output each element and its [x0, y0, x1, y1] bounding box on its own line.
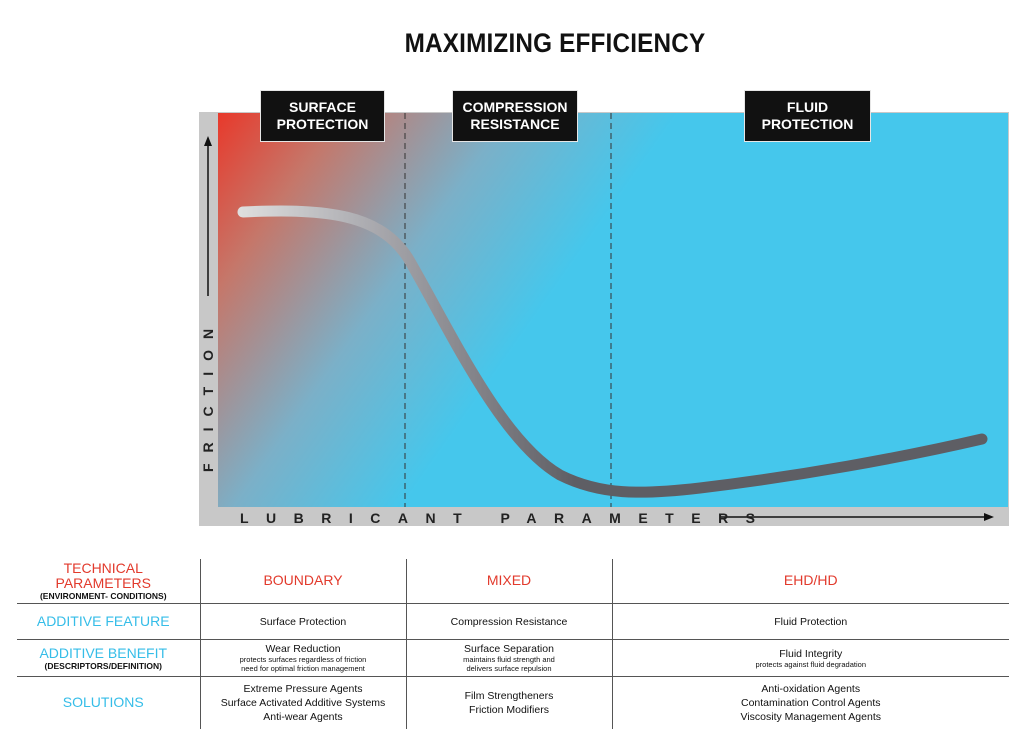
table-row-additive-benefit: ADDITIVE BENEFIT (DESCRIPTORS/DEFINITION…: [17, 639, 1009, 677]
x-axis-label: LUBRICANT PARAMETERS: [240, 510, 773, 526]
region-label-surface-protection: SURFACE PROTECTION: [260, 90, 385, 142]
row-head-solutions: SOLUTIONS: [17, 676, 200, 729]
row-head-additive-benefit: ADDITIVE BENEFIT (DESCRIPTORS/DEFINITION…: [17, 639, 200, 677]
table-cell: Anti-oxidation Agents Contamination Cont…: [611, 676, 1009, 729]
region-label-fluid-protection: FLUID PROTECTION: [744, 90, 871, 142]
table-row-technical-parameters: TECHNICAL PARAMETERS (ENVIRONMENT- CONDI…: [17, 559, 1009, 604]
table-cell: Fluid Protection: [611, 603, 1009, 640]
y-axis-arrowhead: [204, 136, 212, 146]
y-axis-label: FRICTION: [200, 317, 216, 473]
chart-background: [218, 113, 1008, 507]
table-cell: Fluid Integrity protects against fluid d…: [611, 639, 1009, 677]
cell-boundary: BOUNDARY: [199, 559, 406, 604]
friction-chart: [199, 112, 1009, 526]
parameters-table: TECHNICAL PARAMETERS (ENVIRONMENT- CONDI…: [17, 559, 1009, 729]
page-title: MAXIMIZING EFFICIENCY: [404, 28, 706, 58]
table-row-solutions: SOLUTIONS Extreme Pressure Agents Surfac…: [17, 676, 1009, 729]
table-cell: Wear Reduction protects surfaces regardl…: [199, 639, 406, 677]
table-cell: Surface Separation maintains fluid stren…: [405, 639, 612, 677]
table-cell: Film Strengtheners Friction Modifiers: [405, 676, 612, 729]
friction-curve: [237, 205, 988, 498]
cell-ehd-hd: EHD/HD: [611, 559, 1009, 604]
table-cell: Compression Resistance: [405, 603, 612, 640]
region-label-compression-resistance: COMPRESSION RESISTANCE: [452, 90, 578, 142]
table-cell: Surface Protection: [199, 603, 406, 640]
table-cell: Extreme Pressure Agents Surface Activate…: [199, 676, 406, 729]
row-head-technical-parameters: TECHNICAL PARAMETERS (ENVIRONMENT- CONDI…: [39, 560, 167, 602]
table-row-additive-feature: ADDITIVE FEATURE Surface Protection Comp…: [17, 603, 1009, 640]
cell-mixed: MIXED: [405, 559, 612, 604]
row-head-additive-feature: ADDITIVE FEATURE: [17, 603, 200, 640]
x-axis-arrowhead: [984, 513, 994, 521]
